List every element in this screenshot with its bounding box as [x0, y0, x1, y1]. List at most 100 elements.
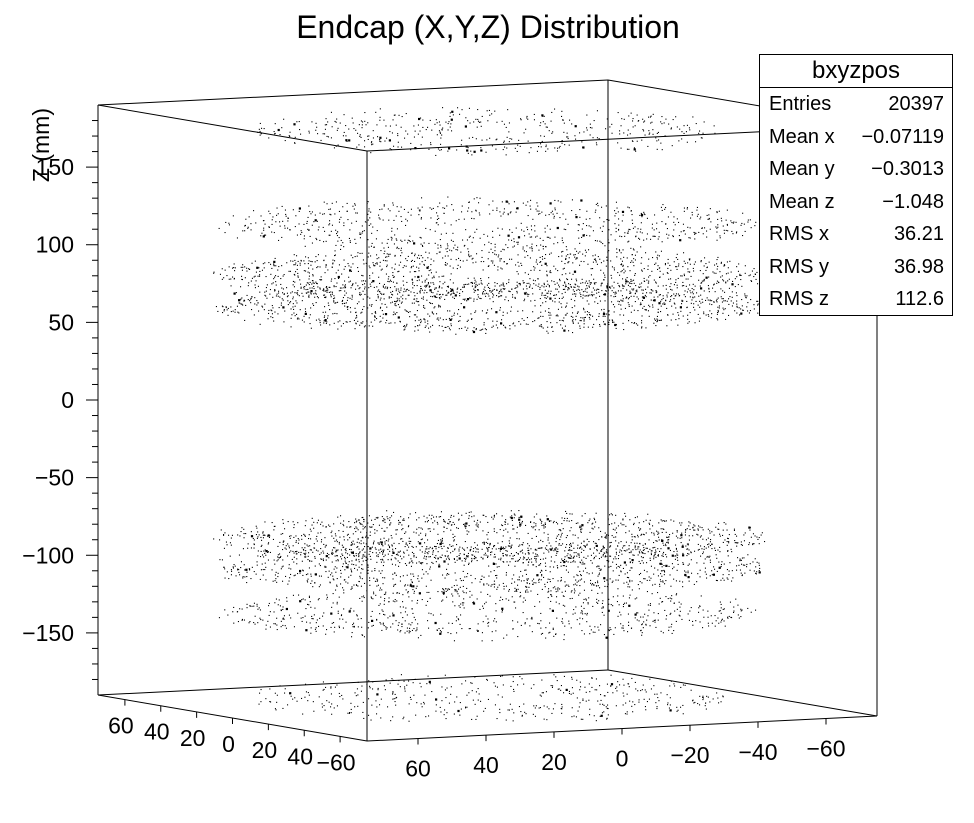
data-point	[589, 531, 591, 533]
data-point	[248, 216, 250, 218]
data-point	[258, 534, 260, 536]
data-point	[265, 550, 268, 553]
data-point	[528, 553, 530, 555]
data-point	[580, 294, 582, 296]
data-point	[672, 235, 674, 237]
data-point	[417, 124, 419, 126]
data-point	[433, 275, 435, 277]
data-point	[262, 554, 264, 556]
data-point	[450, 294, 452, 296]
data-point	[298, 318, 300, 320]
data-point	[720, 288, 722, 290]
data-point	[376, 530, 378, 532]
data-point	[465, 557, 467, 559]
data-point	[666, 294, 668, 296]
data-point	[518, 510, 520, 512]
data-point	[355, 129, 357, 131]
data-point	[373, 264, 375, 266]
data-point	[755, 278, 757, 280]
data-point	[405, 258, 407, 260]
data-point	[643, 569, 645, 571]
data-point	[697, 313, 699, 315]
data-point	[586, 300, 588, 302]
data-point	[270, 309, 272, 311]
data-point	[373, 246, 375, 248]
data-point	[282, 306, 285, 309]
data-point	[538, 283, 540, 285]
data-point	[549, 271, 551, 273]
data-point	[284, 528, 286, 530]
data-point	[359, 233, 361, 235]
data-point	[384, 554, 386, 556]
data-point	[668, 278, 670, 280]
data-point	[526, 317, 528, 319]
data-point	[572, 534, 574, 536]
data-point	[590, 314, 592, 316]
data-point	[604, 276, 606, 278]
data-point	[384, 530, 386, 532]
data-point	[626, 232, 628, 234]
data-point	[643, 130, 645, 132]
data-point	[475, 290, 477, 292]
data-point	[271, 223, 273, 225]
data-point	[441, 287, 443, 289]
data-point	[307, 216, 309, 218]
data-point	[657, 296, 659, 298]
data-point	[362, 259, 364, 261]
data-point	[305, 284, 307, 286]
data-point	[584, 295, 586, 297]
data-point	[390, 302, 392, 304]
data-point	[643, 547, 645, 549]
data-point	[359, 294, 361, 296]
data-point	[312, 275, 314, 277]
data-point	[350, 574, 352, 576]
data-point	[418, 267, 420, 269]
data-point	[642, 118, 644, 120]
data-point	[716, 211, 718, 213]
data-point	[280, 302, 282, 304]
data-point	[472, 330, 474, 332]
data-point	[448, 327, 450, 329]
data-point	[259, 274, 261, 276]
data-point	[677, 563, 679, 565]
data-point	[499, 211, 501, 213]
data-point	[505, 528, 507, 530]
data-point	[637, 228, 639, 230]
data-point	[413, 292, 415, 294]
data-point	[570, 286, 572, 288]
data-point	[377, 516, 379, 518]
data-point	[272, 282, 274, 284]
data-point	[287, 555, 289, 557]
data-point	[413, 302, 415, 304]
data-point	[224, 269, 226, 271]
data-point	[732, 222, 734, 224]
data-point	[686, 207, 688, 209]
data-point	[473, 327, 475, 329]
data-point	[436, 293, 438, 295]
data-point	[424, 259, 426, 261]
data-point	[476, 228, 478, 230]
data-point	[679, 239, 682, 242]
data-point	[289, 270, 291, 272]
data-point	[424, 307, 426, 309]
data-point	[418, 209, 420, 211]
data-point	[309, 235, 311, 237]
data-point	[383, 530, 385, 532]
data-point	[345, 302, 347, 304]
data-point	[296, 234, 298, 236]
data-point	[569, 554, 571, 556]
data-point	[575, 278, 577, 280]
data-point	[472, 237, 474, 239]
data-point	[629, 229, 631, 231]
data-point	[438, 306, 440, 308]
data-point	[324, 315, 326, 317]
data-point	[447, 196, 449, 198]
data-point	[402, 267, 404, 269]
data-point	[228, 266, 230, 268]
data-point	[674, 558, 676, 560]
data-point	[675, 281, 677, 283]
data-point	[741, 305, 743, 307]
data-point	[437, 215, 439, 217]
data-point	[622, 298, 624, 300]
data-point	[667, 541, 669, 543]
